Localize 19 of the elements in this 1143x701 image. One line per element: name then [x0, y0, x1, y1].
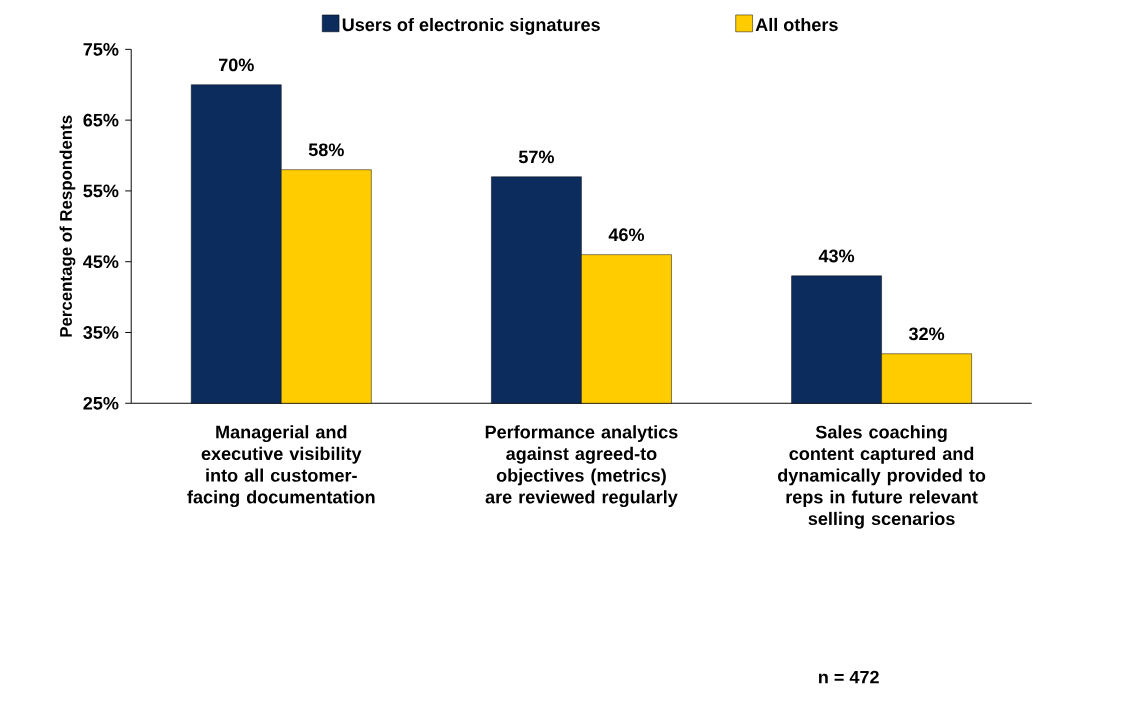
y-axis-title: Percentage of Respondents — [59, 115, 76, 337]
x-tick-label: Managerial and executive visibility into all customer-facing documentation — [187, 425, 375, 508]
legend-label: All others — [755, 18, 838, 32]
legend-label: Users of electronic signatures — [342, 18, 600, 35]
x-tick-label: Performance analytics against agreed-to objectives (metrics) are reviewed regularly — [485, 425, 678, 508]
y-tick-label: 35% — [83, 326, 119, 340]
y-tick-label: 55% — [83, 184, 119, 198]
data-label: 32% — [908, 327, 945, 341]
x-tick-label: Sales coaching content captured and dynamically provided to reps in future relevant selling scenarios — [777, 425, 986, 529]
y-tick-label: 45% — [83, 255, 119, 269]
data-label: 58% — [308, 143, 344, 157]
text: n = 472 — [819, 670, 879, 684]
data-label: 46% — [608, 228, 645, 242]
y-tick-label: 65% — [83, 113, 119, 127]
data-label: 70% — [218, 58, 254, 72]
y-tick-label: 75% — [83, 43, 119, 56]
data-label: 43% — [818, 249, 855, 263]
data-label: 57% — [518, 150, 554, 164]
y-tick-label: 25% — [83, 397, 119, 410]
